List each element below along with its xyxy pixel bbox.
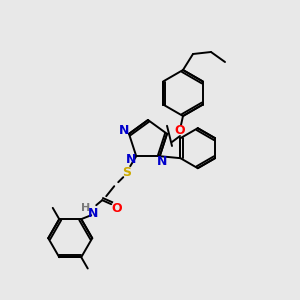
- Text: S: S: [122, 166, 131, 179]
- Text: N: N: [119, 124, 129, 137]
- Text: H: H: [81, 203, 90, 213]
- Text: N: N: [126, 153, 136, 166]
- Text: O: O: [111, 202, 122, 215]
- Text: O: O: [175, 124, 185, 137]
- Text: N: N: [88, 207, 98, 220]
- Text: N: N: [157, 155, 167, 168]
